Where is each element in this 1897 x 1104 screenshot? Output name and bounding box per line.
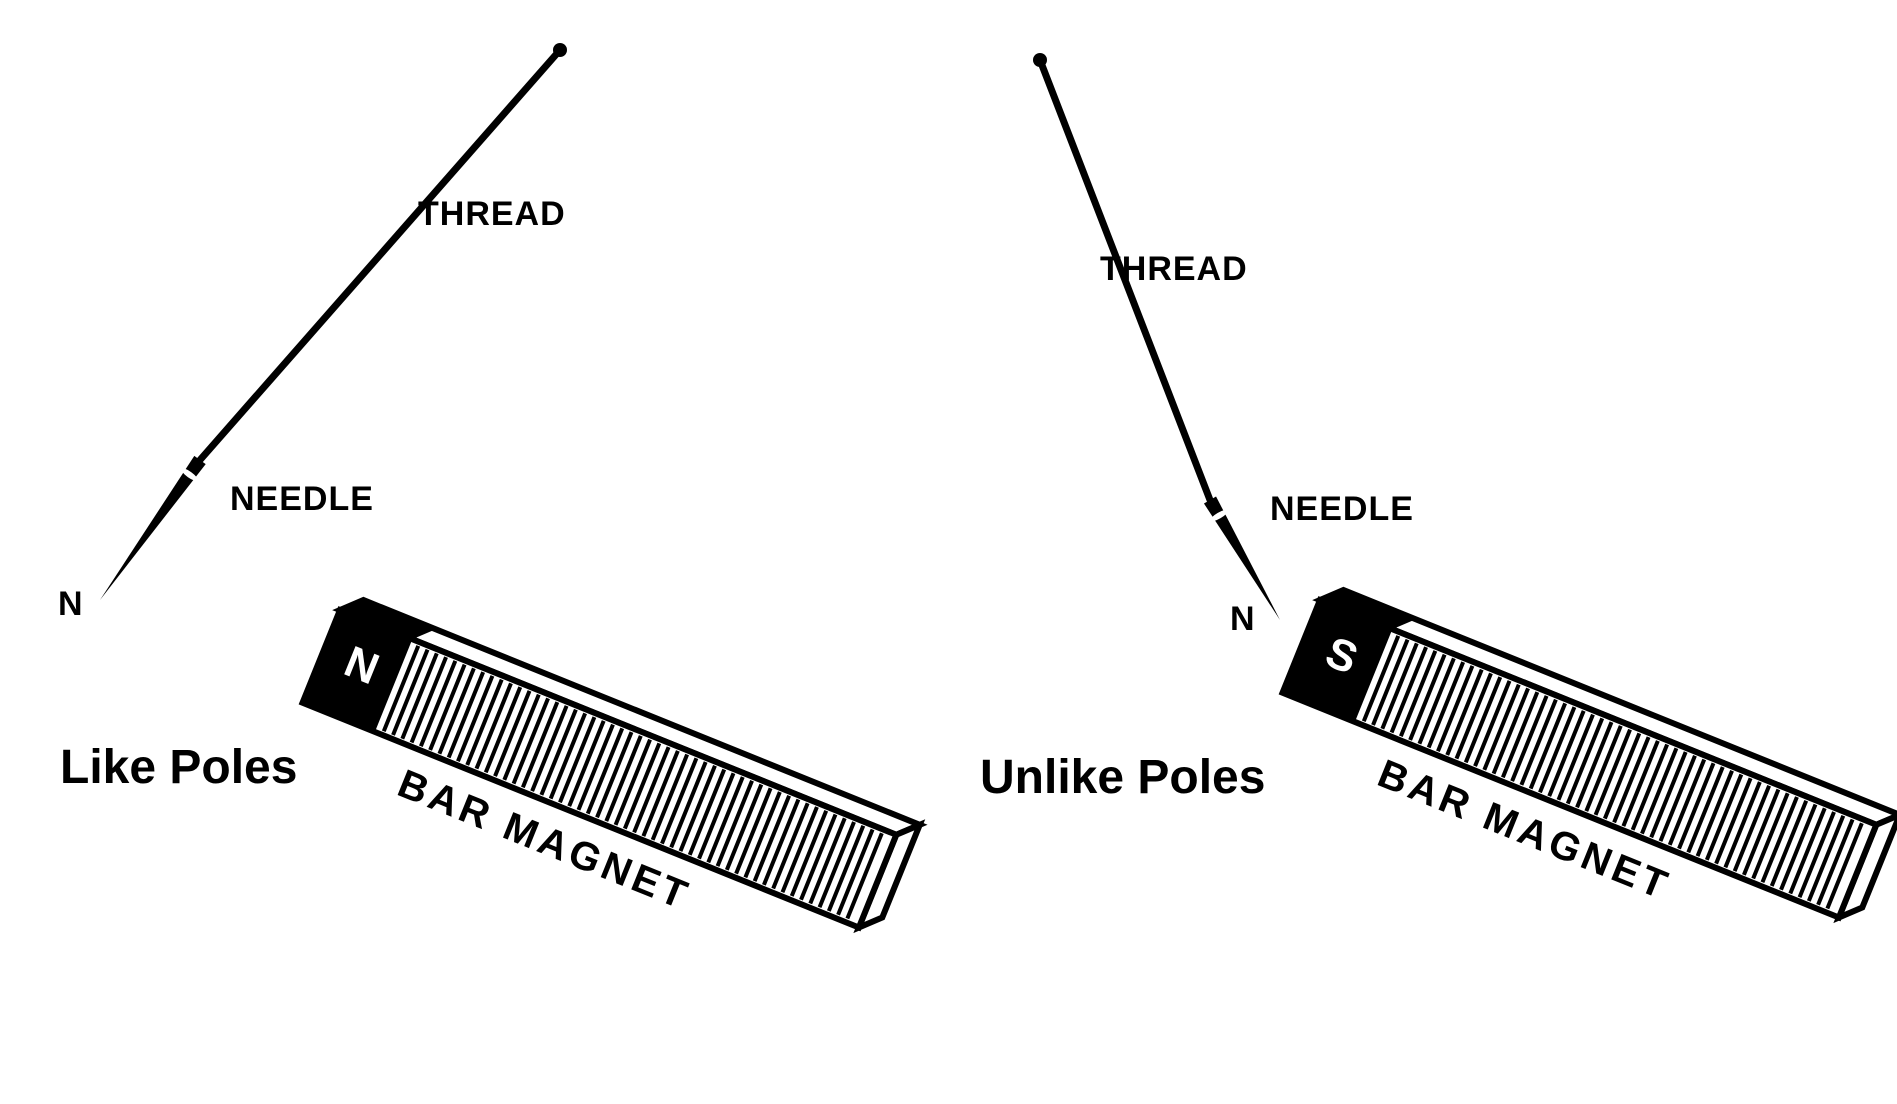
left-thread-label: THREAD [418, 195, 566, 234]
left-needle-label: NEEDLE [230, 480, 374, 519]
right-needle-label: NEEDLE [1270, 490, 1414, 529]
right-title: Unlike Poles [980, 750, 1265, 805]
left-title: Like Poles [60, 740, 297, 795]
right-thread-label: THREAD [1100, 250, 1248, 289]
diagram-stage: NBAR MAGNETSBAR MAGNET THREAD NEEDLE N L… [0, 0, 1897, 1104]
right-needle-pole: N [1230, 600, 1256, 639]
left-needle-pole: N [58, 585, 84, 624]
diagram-svg: NBAR MAGNETSBAR MAGNET [0, 0, 1897, 1104]
